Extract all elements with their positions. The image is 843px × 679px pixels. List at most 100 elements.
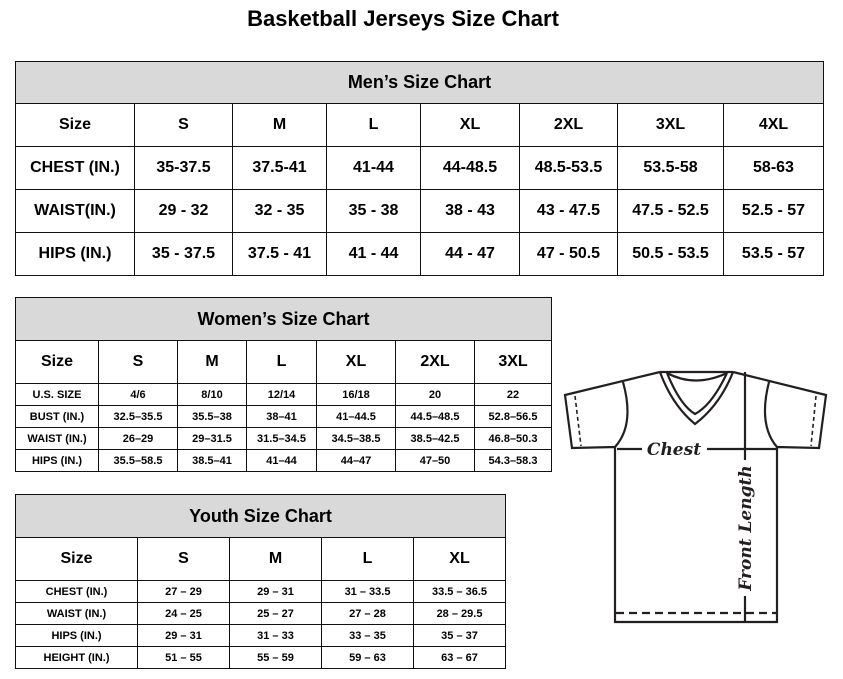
mens-size-chart: Men’s Size Chart Size S M L XL 2XL 3XL 4XL CHEST …	[15, 61, 824, 276]
table-cell: 37.5-41	[232, 146, 327, 190]
column-header: 3XL	[617, 103, 724, 147]
womens-size-chart: Women’s Size Chart Size S M L XL 2XL 3XL U.S. SI…	[14, 297, 553, 472]
row-label: BUST (IN.)	[15, 405, 99, 428]
column-header: 4XL	[723, 103, 824, 147]
table-cell: 12/14	[246, 383, 317, 406]
row-label: CHEST (IN.)	[15, 146, 135, 190]
table-cell: 59 – 63	[321, 646, 414, 669]
column-header: XL	[412, 537, 507, 581]
table-cell: 44–47	[316, 449, 396, 472]
table-cell: 63 – 67	[412, 646, 507, 669]
header-row: Size S M L XL 2XL 3XL	[15, 340, 553, 384]
table-row: BUST (IN.) 32.5–35.5 35.5–38 38–41 41–44.5 44…	[15, 405, 553, 428]
row-label: CHEST (IN.)	[15, 580, 138, 603]
table-title: Youth Size Chart	[14, 494, 507, 538]
table-row: CHEST (IN.) 27 – 29 29 – 31 31 – 33.5 33.5 –…	[15, 580, 507, 603]
front-length-label: Front Length	[736, 465, 756, 591]
table-cell: 33.5 – 36.5	[412, 580, 507, 603]
table-cell: 35-37.5	[134, 146, 233, 190]
column-header: M	[232, 103, 327, 147]
row-label: HIPS (IN.)	[15, 624, 138, 647]
table-cell: 41–44	[246, 449, 317, 472]
table-title: Women’s Size Chart	[14, 297, 553, 341]
table-cell: 24 – 25	[137, 602, 230, 625]
table-cell: 44-48.5	[420, 146, 520, 190]
column-header: Size	[15, 537, 138, 581]
table-cell: 43 - 47.5	[519, 189, 618, 233]
table-row: HIPS (IN.) 35.5–58.5 38.5–41 41–44 44–47 47–5…	[15, 449, 553, 472]
table-row: U.S. SIZE 4/6 8/10 12/14 16/18 20 22	[15, 383, 553, 406]
table-cell: 35 – 37	[412, 624, 507, 647]
table-cell: 47 - 50.5	[519, 232, 618, 276]
column-header: S	[134, 103, 233, 147]
table-cell: 53.5 - 57	[723, 232, 824, 276]
table-cell: 38 - 43	[420, 189, 520, 233]
column-header: 3XL	[473, 340, 553, 384]
row-label: WAIST (IN.)	[15, 427, 99, 450]
table-cell: 44.5–48.5	[395, 405, 475, 428]
table-row: WAIST (IN.) 24 – 25 25 – 27 27 – 28 28 – 29.…	[15, 602, 507, 625]
table-cell: 28 – 29.5	[412, 602, 507, 625]
column-header: XL	[420, 103, 520, 147]
column-header: L	[246, 340, 317, 384]
table-cell: 51 – 55	[137, 646, 230, 669]
table-cell: 58-63	[723, 146, 824, 190]
table-row: HIPS (IN.) 35 - 37.5 37.5 - 41 41 - 44 44 - …	[15, 232, 824, 276]
table-cell: 31 – 33.5	[321, 580, 414, 603]
column-header: L	[326, 103, 421, 147]
t-shirt-icon: Chest Front Length	[563, 370, 828, 624]
table-cell: 55 – 59	[229, 646, 322, 669]
column-header: L	[321, 537, 414, 581]
table-row: HEIGHT (IN.) 51 – 55 55 – 59 59 – 63 63 – 67	[15, 646, 507, 669]
table-cell: 52.8–56.5	[473, 405, 553, 428]
column-header: M	[229, 537, 322, 581]
row-label: WAIST (IN.)	[15, 602, 138, 625]
table-cell: 29 – 31	[229, 580, 322, 603]
column-header: XL	[316, 340, 396, 384]
table-row: CHEST (IN.) 35-37.5 37.5-41 41-44 44-48.5 48.…	[15, 146, 824, 190]
row-label: HIPS (IN.)	[15, 449, 99, 472]
table-cell: 41 - 44	[326, 232, 421, 276]
table-cell: 4/6	[98, 383, 178, 406]
chest-label: Chest	[647, 440, 701, 460]
table-cell: 50.5 - 53.5	[617, 232, 724, 276]
table-cell: 20	[395, 383, 475, 406]
table-cell: 8/10	[177, 383, 247, 406]
table-cell: 32.5–35.5	[98, 405, 178, 428]
table-cell: 26–29	[98, 427, 178, 450]
table-cell: 41-44	[326, 146, 421, 190]
youth-size-chart: Youth Size Chart Size S M L XL CHEST (IN.) 27 –…	[14, 494, 507, 669]
table-cell: 35.5–38	[177, 405, 247, 428]
row-label: WAIST(IN.)	[15, 189, 135, 233]
column-header: 2XL	[395, 340, 475, 384]
row-label: U.S. SIZE	[15, 383, 99, 406]
column-header: S	[137, 537, 230, 581]
row-label: HIPS (IN.)	[15, 232, 135, 276]
table-cell: 54.3–58.3	[473, 449, 553, 472]
column-header: S	[98, 340, 178, 384]
table-row: WAIST (IN.) 26–29 29–31.5 31.5–34.5 34.5–38.…	[15, 427, 553, 450]
table-cell: 29 - 32	[134, 189, 233, 233]
table-cell: 29 – 31	[137, 624, 230, 647]
table-cell: 53.5-58	[617, 146, 724, 190]
row-label: HEIGHT (IN.)	[15, 646, 138, 669]
header-row: Size S M L XL	[15, 537, 507, 581]
table-cell: 32 - 35	[232, 189, 327, 233]
table-cell: 44 - 47	[420, 232, 520, 276]
column-header: 2XL	[519, 103, 618, 147]
table-cell: 37.5 - 41	[232, 232, 327, 276]
table-cell: 31 – 33	[229, 624, 322, 647]
table-cell: 47–50	[395, 449, 475, 472]
table-cell: 16/18	[316, 383, 396, 406]
column-header: Size	[15, 103, 135, 147]
column-header: Size	[15, 340, 99, 384]
page-title: Basketball Jerseys Size Chart	[247, 6, 559, 31]
table-cell: 27 – 29	[137, 580, 230, 603]
table-cell: 25 – 27	[229, 602, 322, 625]
header-row: Size S M L XL 2XL 3XL 4XL	[15, 103, 824, 147]
table-cell: 22	[473, 383, 553, 406]
table-cell: 29–31.5	[177, 427, 247, 450]
table-cell: 27 – 28	[321, 602, 414, 625]
column-header: M	[177, 340, 247, 384]
table-title: Men’s Size Chart	[15, 61, 824, 104]
